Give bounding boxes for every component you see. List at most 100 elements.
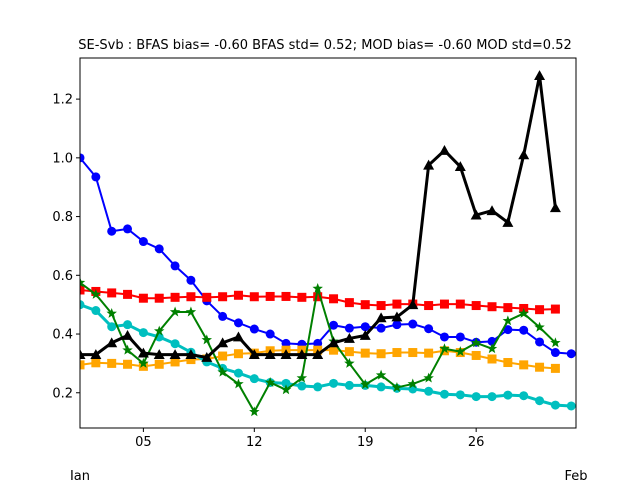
data-point-s5-24: [454, 161, 466, 172]
data-point-s2-29: [535, 362, 545, 372]
data-point-s1-15: [313, 292, 323, 302]
data-point-s2-16: [329, 345, 339, 355]
data-point-s2-25: [471, 350, 481, 360]
data-point-s5-8: [201, 352, 213, 362]
data-point-s5-0: [80, 349, 86, 359]
data-point-s4-11: [249, 406, 260, 417]
data-point-s4-24: [455, 346, 466, 357]
data-point-s0-3: [123, 224, 133, 234]
data-point-s0-0: [80, 153, 85, 163]
data-point-s0-5: [154, 244, 164, 254]
data-point-s5-5: [153, 349, 165, 359]
data-point-s4-8: [201, 334, 212, 345]
data-point-s0-23: [439, 332, 449, 342]
data-point-s1-6: [170, 292, 180, 302]
data-point-s1-8: [202, 292, 212, 302]
data-point-s5-10: [232, 331, 244, 342]
data-point-s1-16: [329, 294, 339, 304]
data-point-s3-23: [439, 389, 449, 399]
data-point-s4-9: [217, 366, 228, 377]
data-point-s3-26: [487, 392, 497, 402]
data-point-s2-28: [519, 360, 529, 370]
series-3: [80, 300, 576, 411]
data-point-s3-10: [233, 368, 243, 378]
data-point-s5-19: [375, 312, 387, 323]
data-point-s4-22: [423, 372, 434, 383]
data-point-s3-24: [455, 390, 465, 400]
data-point-s3-14: [297, 381, 307, 391]
data-point-s0-27: [503, 325, 513, 335]
data-point-s3-3: [123, 320, 133, 330]
data-point-s4-3: [122, 344, 133, 355]
data-point-s4-19: [375, 369, 387, 380]
data-point-s4-20: [391, 381, 403, 392]
data-point-s2-7: [186, 355, 196, 365]
data-point-s3-2: [107, 322, 117, 332]
data-point-s3-0: [80, 300, 85, 310]
data-point-s3-27: [503, 390, 513, 400]
data-point-s1-2: [107, 288, 117, 298]
data-point-s1-17: [344, 298, 354, 308]
y-tick-label-0: 0.2: [52, 386, 73, 401]
data-point-s5-12: [264, 349, 276, 359]
data-point-s2-2: [107, 358, 117, 368]
data-point-s3-6: [170, 339, 180, 349]
data-point-s4-21: [407, 378, 419, 389]
data-point-s0-18: [360, 322, 370, 332]
data-point-s5-21: [407, 299, 419, 310]
data-point-s4-30: [550, 337, 561, 348]
data-point-s2-3: [123, 359, 133, 369]
data-point-s4-28: [518, 307, 529, 318]
data-point-s1-27: [503, 303, 513, 313]
data-point-s2-6: [170, 357, 180, 367]
data-point-s5-28: [518, 149, 530, 160]
data-point-s3-25: [471, 392, 481, 402]
data-point-s2-27: [503, 358, 513, 368]
data-point-s0-30: [550, 348, 560, 358]
data-point-s5-30: [549, 202, 561, 213]
data-point-s5-13: [280, 349, 292, 359]
data-point-s4-27: [502, 315, 514, 326]
data-point-s4-13: [280, 384, 292, 395]
data-point-s1-20: [392, 299, 402, 309]
data-point-s3-11: [249, 374, 259, 384]
data-point-s1-10: [233, 290, 243, 300]
data-point-s3-13: [281, 378, 291, 388]
data-point-s3-16: [329, 378, 339, 388]
data-point-s1-29: [535, 305, 545, 315]
data-point-s0-12: [265, 329, 275, 339]
data-point-s4-1: [90, 288, 102, 299]
data-point-s0-15: [313, 338, 323, 348]
data-point-s5-14: [296, 349, 308, 359]
data-point-s2-9: [218, 351, 228, 361]
data-point-s1-18: [360, 300, 370, 310]
data-point-s5-18: [359, 330, 371, 340]
data-point-s1-23: [439, 299, 449, 309]
data-point-s5-27: [502, 216, 514, 227]
data-point-s2-22: [424, 348, 434, 358]
x-month-label-feb: Feb: [564, 469, 587, 480]
data-point-s4-5: [154, 325, 165, 336]
data-point-s0-16: [329, 320, 339, 330]
data-point-s5-7: [185, 349, 197, 359]
data-point-s2-20: [392, 348, 402, 358]
axes: 0.2 0.4 0.6 0.8 1.0 1.2 05 12 19 26 Jan Feb: [52, 93, 587, 480]
data-point-s0-1: [91, 172, 101, 182]
data-point-s4-10: [233, 378, 244, 389]
data-point-s0-9: [218, 311, 228, 321]
data-point-s3-29: [535, 396, 545, 406]
data-point-s1-26: [487, 302, 497, 312]
data-point-s1-5: [154, 293, 164, 303]
data-point-s5-15: [312, 349, 324, 359]
x-tick-label-0: 05: [135, 435, 152, 450]
data-point-s4-23: [439, 343, 450, 354]
data-point-s2-30: [550, 363, 560, 373]
data-point-s2-18: [360, 348, 370, 358]
data-point-s0-7: [186, 275, 196, 285]
x-tick-label-1: 12: [246, 435, 263, 450]
data-point-s0-13: [281, 338, 291, 348]
x-tick-label-3: 26: [468, 435, 485, 450]
data-point-s1-7: [186, 292, 196, 302]
y-tick-label-3: 0.8: [52, 210, 73, 225]
